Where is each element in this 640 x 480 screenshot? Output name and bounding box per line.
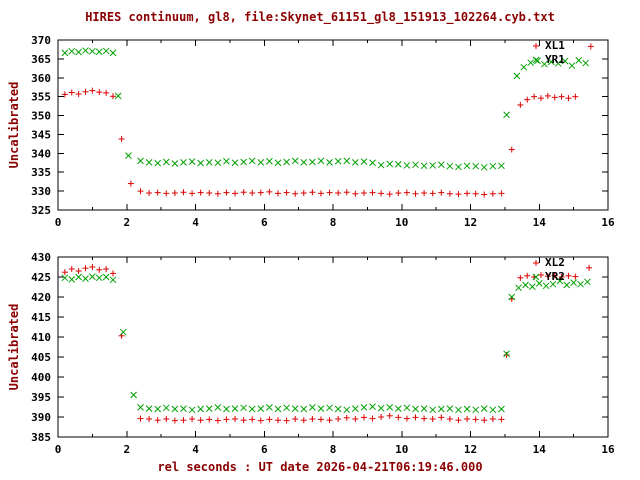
y-tick-label: 335 [31,166,51,179]
y-tick-label: 395 [31,391,51,404]
y-tick-label: 330 [31,185,51,198]
y-tick-label: 400 [31,371,51,384]
subplot-2: 385 390 395 400 405 410 415 420 425 430 0 2 4 6 8 10 12 1… [31,251,615,456]
legend-marker-YR2 [532,273,540,281]
x-tick-label: 16 [601,443,615,456]
x-tick-label: 2 [123,216,130,229]
y-tick-label: 345 [31,128,51,141]
legend-label-YR2: YR2 [545,270,565,283]
chart-title: HIRES continuum, gl8, file:Skynet_61151_… [85,10,555,24]
x-tick-label: 4 [192,443,199,456]
y-tick-label: 405 [31,351,51,364]
subplot-1: 325 330 335 340 345 350 355 360 365 370 0 2 4 6 8 10 12 1… [31,34,615,229]
legend-label-XL2: XL2 [545,256,565,269]
series-YR2 [61,273,591,414]
y-tick-label: 370 [31,34,51,47]
y-tick-label: 365 [31,53,51,66]
x-axis-label: rel seconds : UT date 2026-04-21T06:19:4… [157,460,483,474]
x-tick-label: 4 [192,216,199,229]
x-tick-label: 12 [464,443,477,456]
legend-marker-YR1 [532,56,540,64]
x-tick-label: 8 [330,216,337,229]
legend-marker-XL1 [533,43,539,49]
x-tick-label: 8 [330,443,337,456]
x-tick-label: 2 [123,443,130,456]
x-tick-label: 6 [261,443,268,456]
x-tick-label: 6 [261,216,268,229]
plot-frame [57,256,609,438]
y-tick-label: 415 [31,311,51,324]
x-tick-label: 0 [55,443,62,456]
y-tick-label: 425 [31,271,51,284]
x-tick-label: 0 [55,216,62,229]
series-YR1 [61,47,590,171]
y-tick-label: 350 [31,110,51,123]
y-tick-label: 390 [31,411,51,424]
y-tick-label: 430 [31,251,51,264]
legend-marker-XL2 [533,260,539,266]
y-tick-label: 385 [31,431,51,444]
y-tick-label: 360 [31,72,51,85]
x-tick-label: 12 [464,216,477,229]
y-tick-label: 325 [31,204,51,217]
y-tick-label: 355 [31,91,51,104]
y-tick-label: 420 [31,291,51,304]
y-tick-label: 410 [31,331,51,344]
x-tick-label: 10 [395,216,408,229]
series-XL1 [61,43,594,198]
legend-label-YR1: YR1 [545,53,565,66]
x-tick-label: 14 [533,443,547,456]
legend-label-XL1: XL1 [545,39,565,52]
x-tick-label: 10 [395,443,408,456]
series-XL2 [61,264,593,424]
y-tick-label: 340 [31,147,51,160]
x-tick-label: 16 [601,216,615,229]
x-tick-label: 14 [533,216,547,229]
